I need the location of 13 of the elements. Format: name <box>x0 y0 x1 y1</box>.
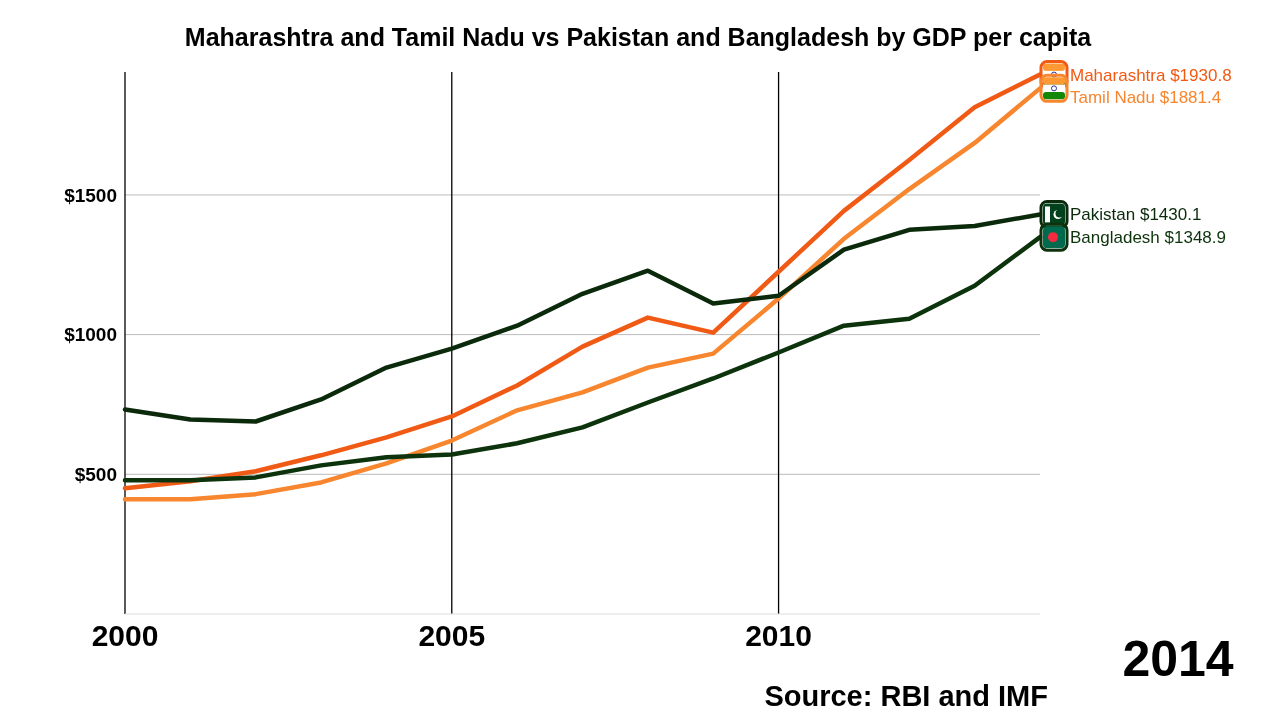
x-tick-label: 2010 <box>745 619 812 652</box>
text: Bangladesh $1348.9 <box>1070 228 1226 248</box>
x-tick-label: 2005 <box>418 619 486 652</box>
text: Tamil Nadu $1881.4 <box>1070 87 1222 107</box>
y-tick-label: $1500 <box>64 184 117 206</box>
text: Maharashtra $1930.8 <box>1070 65 1232 85</box>
text: Pakistan $1430.1 <box>1070 205 1202 225</box>
chart-title: Maharashtra and Tamil Nadu vs Pakistan and Bangladesh by GDP per capita <box>184 23 1093 51</box>
y-tick-label: $500 <box>74 463 117 485</box>
x-tick-label: 2000 <box>91 619 159 652</box>
source-note: Source: RBI and IMF <box>764 680 1048 712</box>
y-tick-label: $1000 <box>64 324 117 346</box>
text: 2014 <box>1122 631 1234 687</box>
